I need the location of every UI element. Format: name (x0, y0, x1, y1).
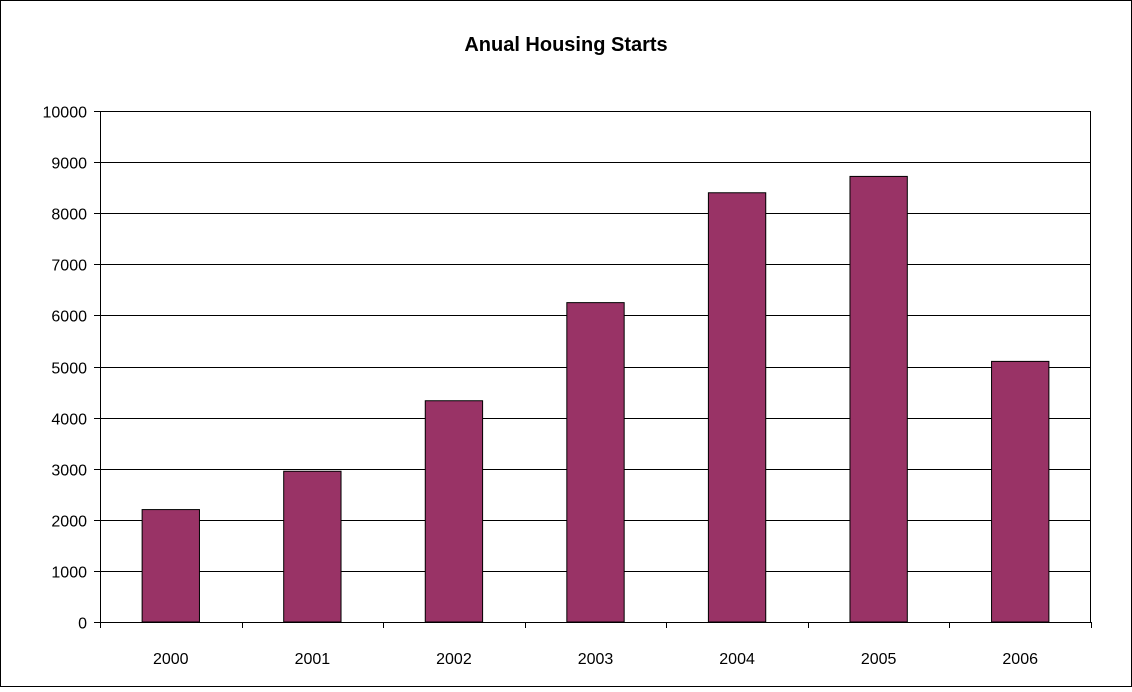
y-tick-label: 1000 (51, 565, 87, 582)
x-tick-label: 2004 (719, 651, 755, 668)
bar-2004 (707, 192, 767, 623)
y-tick-label: 8000 (51, 207, 87, 224)
x-tick-label: 2000 (153, 651, 189, 668)
gridlines (100, 111, 1091, 572)
bar-2003 (566, 302, 625, 623)
y-tick-label: 4000 (51, 412, 87, 429)
bar-2005 (849, 175, 908, 623)
y-tick-label: 5000 (51, 361, 87, 378)
x-tick-label: 2006 (1002, 651, 1038, 668)
y-tick-label: 9000 (51, 156, 87, 173)
x-axis-tick-labels: 2000 2001 2002 2003 2004 2005 2006 (153, 651, 1038, 668)
x-tick-label: 2003 (578, 651, 614, 668)
y-tick-label: 6000 (51, 309, 87, 326)
axes (94, 111, 1092, 628)
bar-2000 (141, 509, 200, 623)
x-tick-label: 2002 (436, 651, 472, 668)
chart-title: Anual Housing Starts (464, 34, 667, 56)
bar-2006 (991, 360, 1050, 623)
y-axis-tick-labels: 0 1000 2000 3000 4000 5000 6000 7000 8000 9000 100… (43, 105, 88, 633)
x-tick-label: 2001 (295, 651, 331, 668)
y-tick-label: 10000 (43, 105, 88, 122)
y-tick-label: 0 (78, 616, 87, 633)
y-tick-label: 2000 (51, 514, 87, 531)
bar-2002 (424, 400, 484, 623)
bar-2001 (283, 470, 342, 623)
x-tick-label: 2005 (861, 651, 897, 668)
y-tick-label: 3000 (51, 463, 87, 480)
y-tick-label: 7000 (51, 258, 87, 275)
